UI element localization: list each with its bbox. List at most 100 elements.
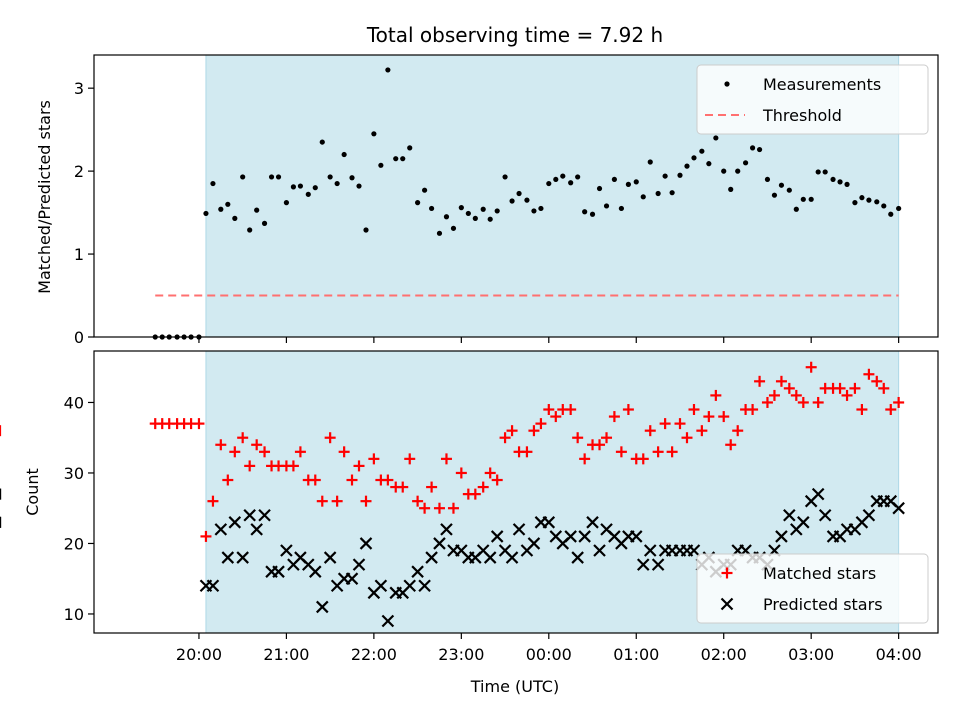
x-stroke bbox=[571, 551, 584, 564]
bottom-predicted-stars-point bbox=[564, 530, 577, 543]
top-measurements-point bbox=[582, 209, 588, 215]
bottom-predicted-stars-point bbox=[571, 551, 584, 564]
top-measurements-point bbox=[815, 169, 821, 175]
top-measurements-point bbox=[749, 145, 756, 151]
bottom-matched-stars-point bbox=[871, 375, 883, 387]
bottom-matched-stars-point bbox=[666, 446, 678, 458]
x-stroke bbox=[455, 544, 468, 557]
bottom-matched-stars-point bbox=[710, 389, 722, 401]
bottom-predicted-stars-point bbox=[818, 508, 832, 522]
x-stroke bbox=[505, 551, 519, 564]
x-stroke bbox=[542, 516, 556, 529]
top-measurements-point bbox=[625, 181, 631, 187]
bottom-matched-stars-point bbox=[878, 382, 890, 394]
bottom-matched-stars-point bbox=[353, 460, 365, 472]
top-measurements-point bbox=[305, 191, 311, 197]
top-measurements-point bbox=[647, 159, 653, 165]
top-measurements-point bbox=[436, 230, 443, 236]
bottom-matched-stars-point bbox=[783, 382, 795, 394]
top-axes-frame bbox=[93, 54, 939, 338]
bottom-predicted-stars-point bbox=[687, 544, 701, 557]
top-measurements-point bbox=[378, 162, 384, 168]
top-measurements-point bbox=[655, 190, 661, 197]
bottom-matched-stars-point bbox=[484, 467, 496, 479]
bottom-predicted-stars-point bbox=[651, 558, 665, 571]
x-stroke bbox=[294, 551, 307, 564]
bottom-matched-stars-point bbox=[565, 404, 577, 416]
bottom-matched-stars-point bbox=[696, 425, 708, 437]
bottom-predicted-stars-point bbox=[280, 544, 293, 557]
x-stroke bbox=[403, 579, 417, 593]
top-measurements-point bbox=[516, 190, 522, 197]
x-stroke bbox=[527, 537, 541, 550]
x-stroke bbox=[272, 565, 285, 578]
x-stroke bbox=[811, 487, 825, 501]
bottom-matched-stars-point bbox=[360, 495, 372, 507]
bottom-matched-stars-point bbox=[440, 453, 452, 465]
top-measurements-point bbox=[793, 206, 799, 212]
x-stroke bbox=[221, 551, 235, 564]
x-stroke bbox=[483, 551, 497, 564]
top-measurements-point bbox=[218, 206, 224, 212]
top-measurements-point bbox=[524, 197, 530, 203]
x-stroke bbox=[411, 565, 424, 578]
top-measurements-point bbox=[334, 180, 340, 187]
bottom-predicted-stars-point bbox=[352, 558, 366, 571]
bottom-predicted-stars-point bbox=[636, 558, 650, 571]
bottom-matched-stars-point bbox=[703, 411, 715, 423]
x-stroke bbox=[586, 516, 599, 529]
legend-label: Predicted stars bbox=[763, 595, 883, 614]
chart-title: Total observing time = 7.92 h bbox=[366, 23, 663, 47]
bottom-matched-stars-point bbox=[499, 432, 511, 444]
top-measurements-point bbox=[546, 180, 552, 187]
top-measurements-point bbox=[297, 183, 304, 189]
bottom-matched-stars-point bbox=[331, 495, 343, 507]
bottom-y-tick-label: 10 bbox=[64, 605, 84, 624]
x-stroke bbox=[600, 523, 613, 536]
top-measurements-point bbox=[480, 206, 486, 212]
bottom-matched-stars-point bbox=[761, 396, 773, 408]
top-measurements-point bbox=[866, 197, 872, 203]
top-measurements-point bbox=[356, 183, 362, 189]
x-stroke bbox=[498, 544, 512, 557]
x-stroke bbox=[418, 579, 431, 593]
bottom-predicted-stars-point bbox=[892, 501, 905, 515]
x-stroke bbox=[206, 579, 220, 593]
top-measurements-point bbox=[487, 216, 493, 222]
top-measurements-point bbox=[553, 176, 559, 183]
bottom-matched-stars-point bbox=[535, 418, 547, 430]
bottom-y-tick-label: 40 bbox=[64, 393, 84, 412]
top-measurements-point bbox=[669, 190, 675, 196]
top-measurements-point bbox=[822, 169, 828, 175]
top-measurements-point bbox=[640, 194, 646, 200]
bottom-matched-stars-point bbox=[193, 418, 205, 430]
x-stroke bbox=[892, 501, 905, 515]
bottom-matched-stars-point bbox=[215, 439, 227, 451]
bottom-predicted-stars-point bbox=[643, 544, 657, 557]
bottom-matched-stars-point bbox=[287, 460, 299, 472]
x-stroke bbox=[243, 508, 256, 522]
legend-box bbox=[696, 553, 929, 624]
bottom-matched-stars-point bbox=[404, 453, 416, 465]
bottom-predicted-stars-point bbox=[418, 579, 431, 593]
top-measurements-point bbox=[385, 67, 391, 73]
bottom-matched-stars-point bbox=[528, 425, 540, 437]
legend-marker-x bbox=[720, 597, 734, 611]
legend-marker-dot bbox=[724, 81, 730, 87]
bottom-predicted-stars-point bbox=[359, 537, 373, 550]
top-measurements-point bbox=[450, 225, 457, 231]
top-measurements-point bbox=[677, 172, 683, 178]
bottom-matched-stars-point bbox=[622, 404, 634, 416]
x-stroke bbox=[629, 530, 643, 543]
x-stroke bbox=[687, 544, 701, 557]
bottom-matched-stars-point bbox=[681, 432, 693, 444]
top-measurements-point bbox=[472, 215, 478, 221]
bottom-y-tick-label: 30 bbox=[64, 464, 84, 483]
bottom-matched-stars-point bbox=[674, 418, 686, 430]
top-measurements-point bbox=[568, 180, 574, 186]
x-stroke bbox=[783, 508, 796, 522]
x-stroke bbox=[359, 537, 373, 550]
bottom-predicted-stars-point bbox=[236, 551, 249, 564]
top-measurements-point bbox=[742, 160, 749, 166]
x-stroke bbox=[308, 565, 322, 578]
